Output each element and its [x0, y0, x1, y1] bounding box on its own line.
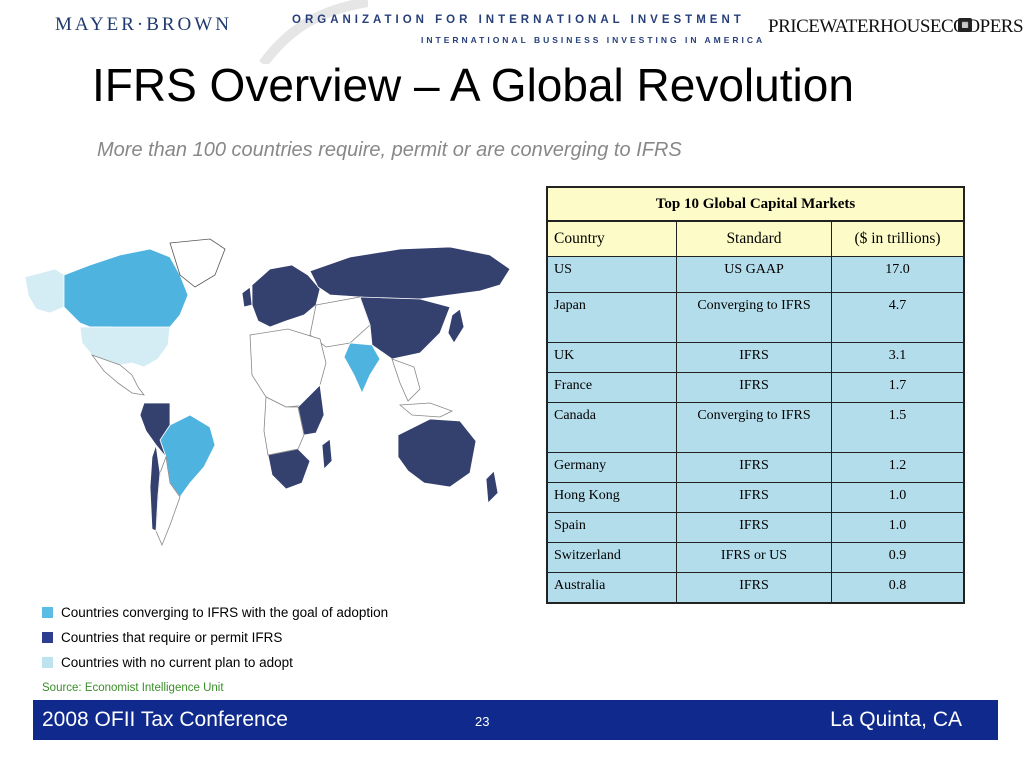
footer-bar: 2008 OFII Tax Conference 23 La Quinta, C… — [33, 700, 998, 740]
legend-item-require: Countries that require or permit IFRS — [42, 625, 388, 650]
map-japan — [447, 308, 465, 344]
legend-label: Countries converging to IFRS with the go… — [61, 605, 389, 620]
value-cell: 1.5 — [831, 402, 965, 453]
pwc-logo-mark-icon: ▦ — [958, 18, 972, 32]
standard-cell: IFRS — [676, 342, 832, 373]
country-cell: Australia — [546, 572, 677, 603]
footer-location: La Quinta, CA — [830, 708, 962, 731]
source-note: Source: Economist Intelligence Unit — [42, 682, 224, 694]
map-uk — [241, 286, 253, 308]
footer-conference: 2008 OFII Tax Conference — [42, 708, 288, 731]
slide-subtitle: More than 100 countries require, permit … — [97, 139, 682, 161]
map-africa-south — [267, 448, 311, 490]
value-cell: 3.1 — [831, 342, 965, 373]
map-usa — [79, 326, 171, 368]
map-russia — [309, 246, 511, 302]
table-row: UK IFRS 3.1 — [546, 342, 965, 373]
table-row: Australia IFRS 0.8 — [546, 572, 965, 603]
standard-cell: IFRS — [676, 512, 832, 543]
map-australia — [397, 418, 477, 488]
country-cell: Germany — [546, 452, 677, 483]
standard-cell: IFRS or US — [676, 542, 832, 573]
country-cell: Hong Kong — [546, 482, 677, 513]
legend-swatch-converging — [42, 607, 53, 618]
standard-cell: IFRS — [676, 572, 832, 603]
map-greenland — [169, 238, 226, 288]
standard-cell: Converging to IFRS — [676, 292, 832, 343]
country-cell: Spain — [546, 512, 677, 543]
country-cell: UK — [546, 342, 677, 373]
capital-markets-table: Top 10 Global Capital Markets Country St… — [546, 186, 965, 604]
map-chile — [149, 444, 161, 532]
column-header-country: Country — [546, 220, 677, 257]
table-caption: Top 10 Global Capital Markets — [546, 186, 965, 222]
slide-title: IFRS Overview – A Global Revolution — [92, 59, 854, 111]
table-row: US US GAAP 17.0 — [546, 256, 965, 293]
country-cell: Switzerland — [546, 542, 677, 573]
column-header-standard: Standard — [676, 220, 832, 257]
value-cell: 17.0 — [831, 256, 965, 293]
pwc-logo: PRICEWATERHOUSECOOPERS — [768, 16, 1024, 37]
legend-swatch-none — [42, 657, 53, 668]
column-header-value: ($ in trillions) — [831, 220, 965, 257]
value-cell: 0.9 — [831, 542, 965, 573]
legend-label: Countries with no current plan to adopt — [61, 655, 293, 670]
header-swoosh-decoration — [258, 0, 368, 64]
value-cell: 1.0 — [831, 482, 965, 513]
table-row: Germany IFRS 1.2 — [546, 452, 965, 483]
standard-cell: IFRS — [676, 482, 832, 513]
map-india — [343, 342, 381, 394]
country-cell: Canada — [546, 402, 677, 453]
map-china — [359, 296, 451, 360]
country-cell: France — [546, 372, 677, 403]
value-cell: 1.7 — [831, 372, 965, 403]
table-row: Spain IFRS 1.0 — [546, 512, 965, 543]
standard-cell: US GAAP — [676, 256, 832, 293]
ofii-logo-title: ORGANIZATION FOR INTERNATIONAL INVESTMEN… — [292, 14, 745, 26]
map-africa-central — [263, 396, 305, 456]
country-cell: Japan — [546, 292, 677, 343]
map-alaska — [24, 268, 66, 314]
legend-swatch-require — [42, 632, 53, 643]
map-new-zealand — [485, 470, 499, 504]
map-se-asia — [391, 358, 421, 402]
value-cell: 4.7 — [831, 292, 965, 343]
map-europe — [251, 264, 321, 328]
standard-cell: IFRS — [676, 372, 832, 403]
table-row: Switzerland IFRS or US 0.9 — [546, 542, 965, 573]
standard-cell: Converging to IFRS — [676, 402, 832, 453]
table-row: Japan Converging to IFRS 4.7 — [546, 292, 965, 343]
table-row: France IFRS 1.7 — [546, 372, 965, 403]
ofii-logo-tagline: INTERNATIONAL BUSINESS INVESTING IN AMER… — [421, 35, 766, 45]
legend-item-none: Countries with no current plan to adopt — [42, 650, 388, 675]
value-cell: 0.8 — [831, 572, 965, 603]
map-madagascar — [321, 438, 333, 470]
map-mexico — [90, 354, 145, 396]
table-row: Canada Converging to IFRS 1.5 — [546, 402, 965, 453]
standard-cell: IFRS — [676, 452, 832, 483]
value-cell: 1.2 — [831, 452, 965, 483]
page-number: 23 — [475, 714, 490, 729]
legend-item-converging: Countries converging to IFRS with the go… — [42, 600, 388, 625]
value-cell: 1.0 — [831, 512, 965, 543]
country-cell: US — [546, 256, 677, 293]
world-map — [24, 238, 511, 547]
map-canada — [63, 248, 189, 334]
map-indonesia — [398, 402, 454, 418]
mayer-brown-logo: MAYER·BROWN — [55, 14, 232, 35]
map-legend: Countries converging to IFRS with the go… — [42, 600, 388, 675]
table-row: Hong Kong IFRS 1.0 — [546, 482, 965, 513]
legend-label: Countries that require or permit IFRS — [61, 630, 283, 645]
